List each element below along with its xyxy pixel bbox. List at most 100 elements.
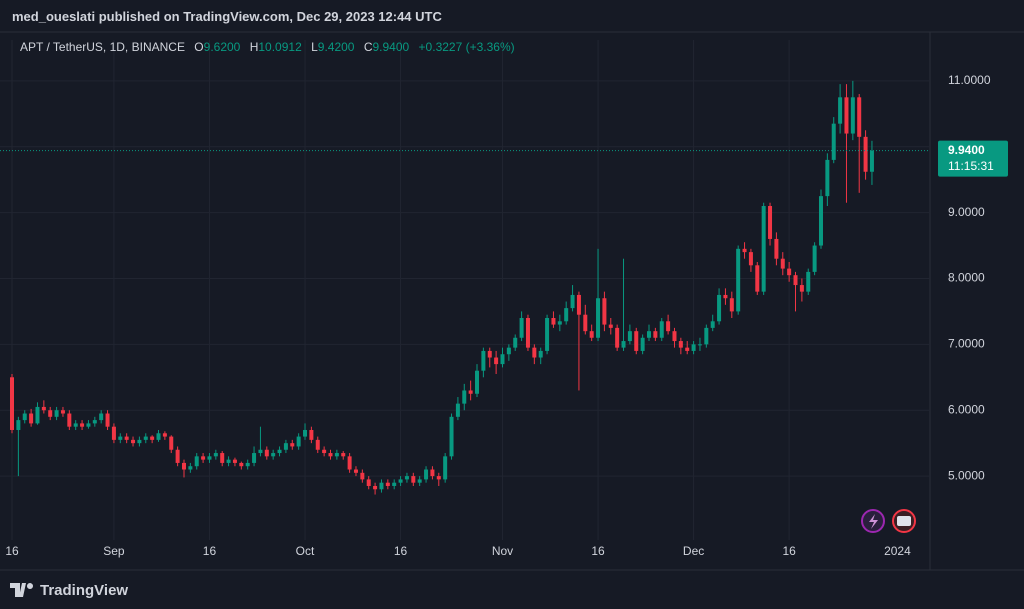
- candle-body: [838, 97, 843, 124]
- candle-body: [86, 423, 91, 427]
- candle-body: [54, 410, 59, 417]
- symbol: APT / TetherUS, 1D, BINANCE: [20, 40, 185, 54]
- candle-body: [175, 449, 180, 463]
- candle-body: [443, 456, 448, 480]
- candle-body: [672, 331, 677, 342]
- candle-body: [608, 324, 613, 328]
- open-key: O: [194, 40, 204, 54]
- y-tick-label: 6.0000: [948, 402, 985, 416]
- candle-body: [723, 294, 728, 299]
- candle-body: [850, 97, 855, 134]
- candle-body: [404, 476, 409, 480]
- candle-body: [35, 406, 40, 424]
- candle-body: [296, 436, 301, 447]
- candle-body: [500, 354, 505, 365]
- candle-body: [360, 472, 365, 480]
- candle-body: [640, 337, 645, 351]
- candle-body: [264, 449, 269, 457]
- candle-body: [411, 476, 416, 483]
- candle-body: [41, 406, 46, 411]
- candle-body: [303, 429, 308, 437]
- candle-body: [704, 327, 709, 345]
- x-tick-label: 2024: [884, 544, 911, 558]
- candle-body: [659, 321, 664, 338]
- candle-body: [812, 245, 817, 272]
- candle-body: [596, 298, 601, 338]
- candle-body: [207, 456, 212, 460]
- candle-body: [283, 443, 288, 450]
- candle-body: [736, 248, 741, 312]
- candle-body: [424, 469, 429, 480]
- candle-body: [793, 275, 798, 286]
- candle-body: [379, 482, 384, 490]
- last-price-label: 9.9400: [948, 143, 985, 157]
- candle-body: [309, 429, 314, 440]
- candle-body: [532, 347, 537, 358]
- candle-body: [417, 479, 422, 483]
- candle-body: [252, 453, 257, 463]
- candle-body: [787, 268, 792, 276]
- publish-header: med_oueslati published on TradingView.co…: [12, 9, 442, 24]
- high-value: 10.0912: [258, 40, 302, 54]
- x-tick-label: Oct: [296, 544, 315, 558]
- candle-body: [213, 453, 218, 457]
- x-tick-label: 16: [394, 544, 408, 558]
- candle-body: [124, 436, 129, 440]
- candle-body: [315, 439, 320, 450]
- candle-body: [226, 459, 231, 463]
- candle-body: [621, 341, 626, 348]
- candle-body: [691, 344, 696, 351]
- x-tick-label: 16: [5, 544, 19, 558]
- candle-body: [545, 317, 550, 351]
- candle-body: [462, 390, 467, 404]
- candle-body: [557, 321, 562, 325]
- candle-body: [487, 350, 492, 358]
- close-key: C: [363, 40, 373, 54]
- candle-body: [525, 317, 530, 348]
- candle-body: [538, 350, 543, 358]
- change-value: +0.3227 (+3.36%): [418, 40, 515, 54]
- candle-body: [137, 439, 142, 444]
- ohlc-legend: APT / TetherUS, 1D, BINANCE O9.6200 H10.…: [20, 40, 515, 54]
- x-tick-label: 16: [591, 544, 605, 558]
- x-tick-label: 16: [203, 544, 217, 558]
- candle-body: [729, 298, 734, 312]
- y-tick-label: 11.0000: [948, 73, 991, 87]
- candle-body: [220, 453, 225, 463]
- candle-body: [271, 453, 276, 457]
- candle-body: [468, 390, 473, 394]
- x-tick-label: 16: [782, 544, 796, 558]
- candle-body: [519, 317, 524, 338]
- candle-body: [748, 252, 753, 266]
- x-tick-label: Dec: [683, 544, 704, 558]
- candle-body: [806, 271, 811, 292]
- candle-body: [328, 453, 333, 457]
- logo: [10, 583, 33, 597]
- candle-body: [615, 327, 620, 348]
- open-value: 9.6200: [203, 40, 241, 54]
- candle-body: [481, 350, 486, 371]
- candle-body: [799, 285, 804, 292]
- candle-body: [194, 456, 199, 467]
- candle-body: [506, 347, 511, 355]
- y-tick-label: 7.0000: [948, 337, 985, 351]
- candle-body: [697, 344, 702, 346]
- candle-body: [48, 410, 53, 417]
- candle-body: [430, 469, 435, 477]
- brand: TradingView: [40, 581, 129, 599]
- candle-body: [156, 433, 161, 440]
- candle-body: [857, 97, 862, 137]
- low-key: L: [311, 40, 318, 54]
- candle-body: [201, 456, 206, 460]
- candle-body: [780, 258, 785, 269]
- candle-body: [385, 482, 390, 486]
- candle-body: [290, 443, 295, 447]
- candle-body: [844, 97, 849, 134]
- candle-body: [634, 331, 639, 351]
- candle-body: [73, 423, 78, 427]
- candle-body: [373, 485, 378, 490]
- candle-body: [92, 420, 97, 424]
- candle-body: [245, 462, 250, 467]
